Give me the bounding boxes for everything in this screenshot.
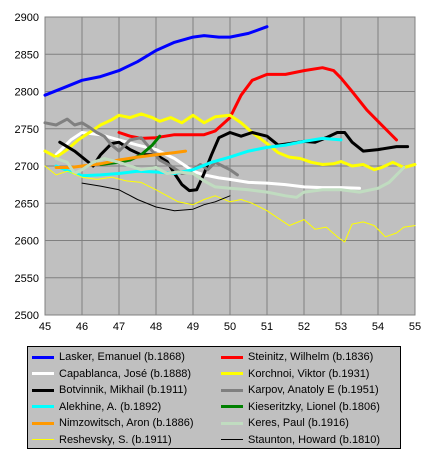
legend-swatch	[221, 372, 243, 375]
legend-swatch	[32, 405, 54, 408]
legend-item: Alekhine, A. (b.1892)	[32, 400, 161, 414]
legend-swatch	[32, 439, 54, 440]
legend-item: Steinitz, Wilhelm (b.1836)	[221, 350, 373, 364]
y-tick-label: 2700	[15, 161, 39, 173]
legend-swatch	[221, 355, 243, 359]
y-tick-label: 2750	[15, 124, 39, 136]
x-tick-label: 45	[39, 321, 51, 333]
legend-item: Botvinnik, Mikhail (b.1911)	[32, 383, 187, 397]
y-tick-label: 2900	[15, 12, 39, 24]
legend-item: Karpov, Anatoly E (b.1951)	[221, 383, 379, 397]
legend-swatch	[32, 355, 54, 359]
x-tick-label: 50	[224, 321, 236, 333]
x-tick-label: 55	[409, 321, 421, 333]
x-tick-label: 49	[187, 321, 199, 333]
y-tick-label: 2850	[15, 49, 39, 61]
legend-swatch	[32, 388, 54, 392]
series-line-4	[58, 131, 410, 193]
series-line-11	[81, 182, 231, 212]
x-tick-label: 46	[76, 321, 88, 333]
legend-swatch	[221, 421, 243, 425]
y-axis-ticks: 2500 2550 2600 2650 2700 2750 2800 2850 2900	[15, 12, 39, 322]
x-tick-label: 53	[335, 321, 347, 333]
legend-label: Reshevsky, S. (b.1911)	[59, 433, 172, 446]
legend-label: Botvinnik, Mikhail (b.1911)	[59, 384, 188, 396]
legend-label: Nimzowitsch, Aron (b.1886)	[59, 417, 194, 429]
legend: Lasker, Emanuel (b.1868) Steinitz, Wilhel…	[27, 346, 401, 449]
legend-label: Korchnoi, Viktor (b.1931)	[248, 367, 370, 380]
series-line-6	[54, 136, 343, 178]
series-line-0	[43, 25, 269, 97]
series-line-8	[54, 149, 188, 169]
legend-label: Keres, Paul (b.1916)	[248, 417, 349, 429]
legend-item: Kieseritzky, Lionel (b.1806)	[221, 400, 380, 414]
y-tick-label: 2550	[15, 273, 39, 285]
x-tick-label: 52	[298, 321, 310, 333]
x-tick-label: 51	[261, 321, 273, 333]
y-tick-label: 2650	[15, 198, 39, 210]
legend-swatch	[32, 372, 54, 375]
series-layer	[43, 25, 417, 243]
series-line-10	[44, 165, 416, 243]
x-axis-ticks: 45 46 47 48 49 50 51 52 53 54 55	[39, 321, 421, 333]
legend-swatch	[221, 388, 243, 392]
legend-label: Capablanca, José (b.1888)	[59, 367, 192, 380]
x-tick-label: 54	[372, 321, 384, 333]
legend-label: Staunton, Howard (b.1810)	[248, 433, 381, 446]
y-tick-label: 2500	[15, 310, 39, 322]
series-line-3	[43, 112, 417, 172]
legend-label: Kieseritzky, Lionel (b.1806)	[248, 400, 380, 413]
y-tick-label: 2600	[15, 236, 39, 248]
legend-item: Reshevsky, S. (b.1911)	[32, 433, 172, 447]
legend-label: Alekhine, A. (b.1892)	[59, 400, 162, 413]
legend-item: Keres, Paul (b.1916)	[221, 416, 349, 430]
x-tick-label: 47	[113, 321, 125, 333]
series-line-9	[54, 157, 406, 199]
legend-label: Lasker, Emanuel (b.1868)	[59, 351, 185, 363]
y-tick-label: 2800	[15, 87, 39, 99]
legend-swatch	[221, 405, 243, 408]
legend-swatch	[32, 421, 54, 425]
legend-item: Lasker, Emanuel (b.1868)	[32, 350, 185, 364]
series-line-5	[43, 117, 239, 177]
legend-swatch	[221, 439, 243, 440]
series-line-1	[117, 66, 398, 142]
legend-item: Nimzowitsch, Aron (b.1886)	[32, 416, 194, 430]
x-tick-label: 48	[150, 321, 162, 333]
legend-item: Korchnoi, Viktor (b.1931)	[221, 367, 369, 381]
legend-label: Karpov, Anatoly E (b.1951)	[248, 384, 379, 396]
legend-label: Steinitz, Wilhelm (b.1836)	[248, 351, 374, 363]
legend-item: Staunton, Howard (b.1810)	[221, 433, 380, 447]
legend-item: Capablanca, José (b.1888)	[32, 367, 191, 381]
